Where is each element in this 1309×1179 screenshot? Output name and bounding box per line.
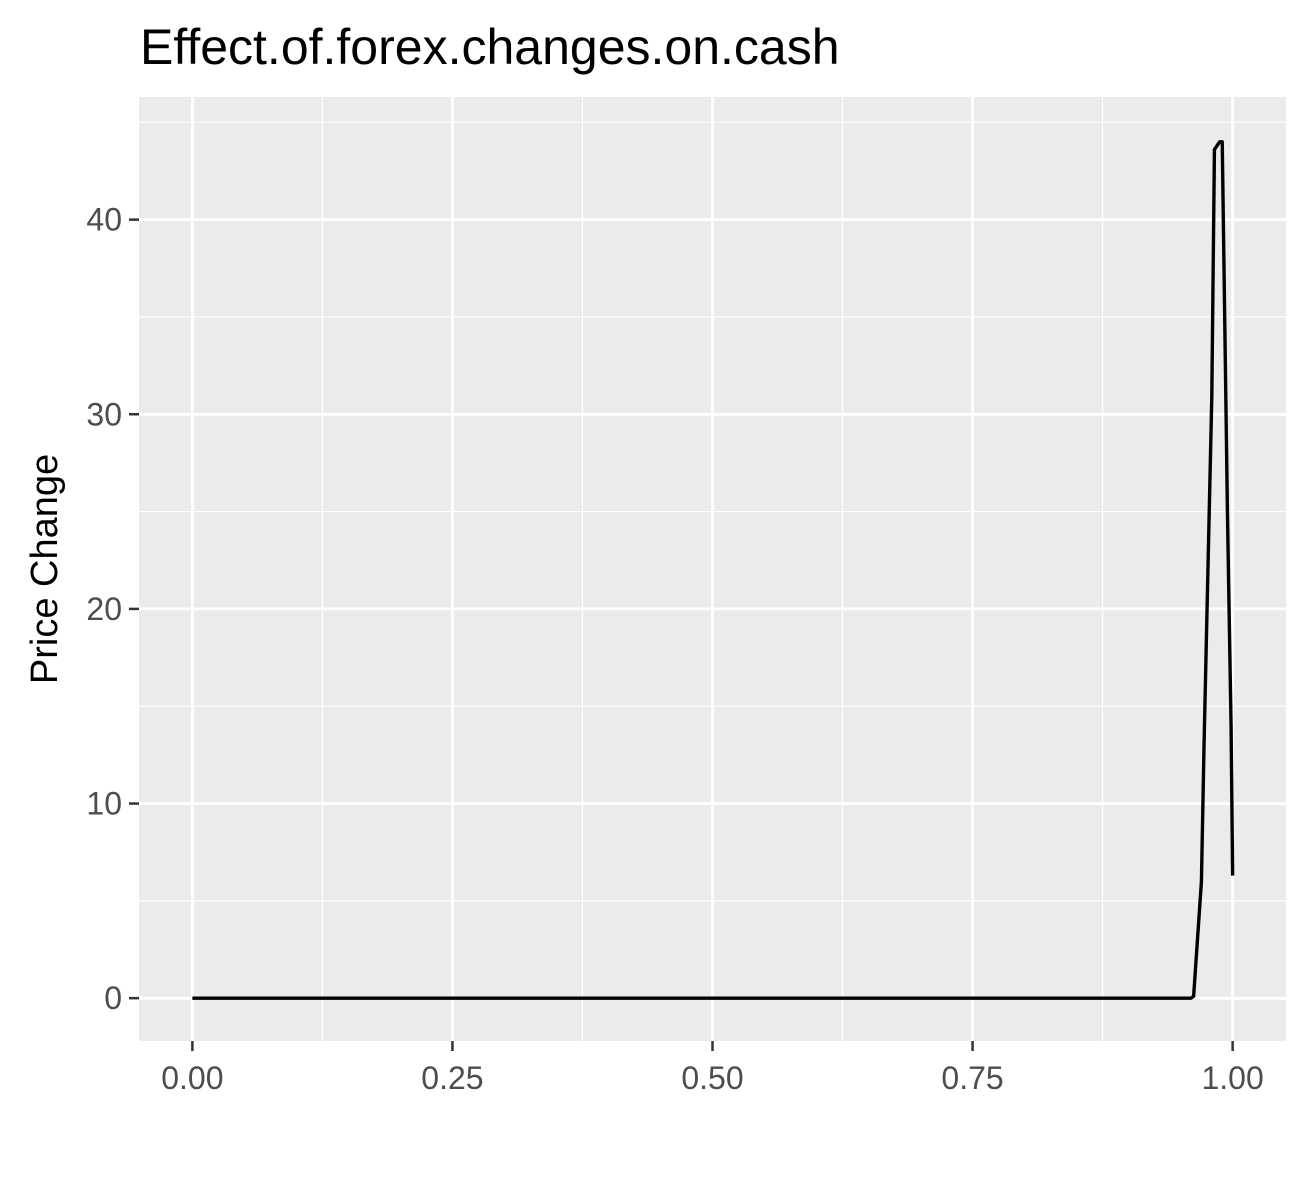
x-axis: 0.00 0.25 0.50 0.75 1.00: [161, 1041, 1264, 1096]
y-tick-label-1: 10: [86, 786, 122, 822]
x-tick-label-1: 0.25: [421, 1060, 483, 1096]
y-tick-label-3: 30: [86, 396, 122, 432]
series-line-0: [192, 140, 1235, 1000]
y-axis: 0 10 20 30 40: [86, 202, 139, 1016]
y-tick-label-0: 0: [104, 980, 122, 1016]
y-tick-label-2: 20: [86, 591, 122, 627]
x-tick-label-0: 0.00: [161, 1060, 223, 1096]
y-tick-label-4: 40: [86, 202, 122, 238]
y-axis-label: Price Change: [24, 454, 66, 684]
chart-title: Effect.of.forex.changes.on.cash: [140, 19, 840, 75]
x-tick-label-4: 1.00: [1201, 1060, 1263, 1096]
series-layer: [192, 140, 1235, 1000]
x-tick-label-2: 0.50: [681, 1060, 743, 1096]
x-tick-label-3: 0.75: [941, 1060, 1003, 1096]
